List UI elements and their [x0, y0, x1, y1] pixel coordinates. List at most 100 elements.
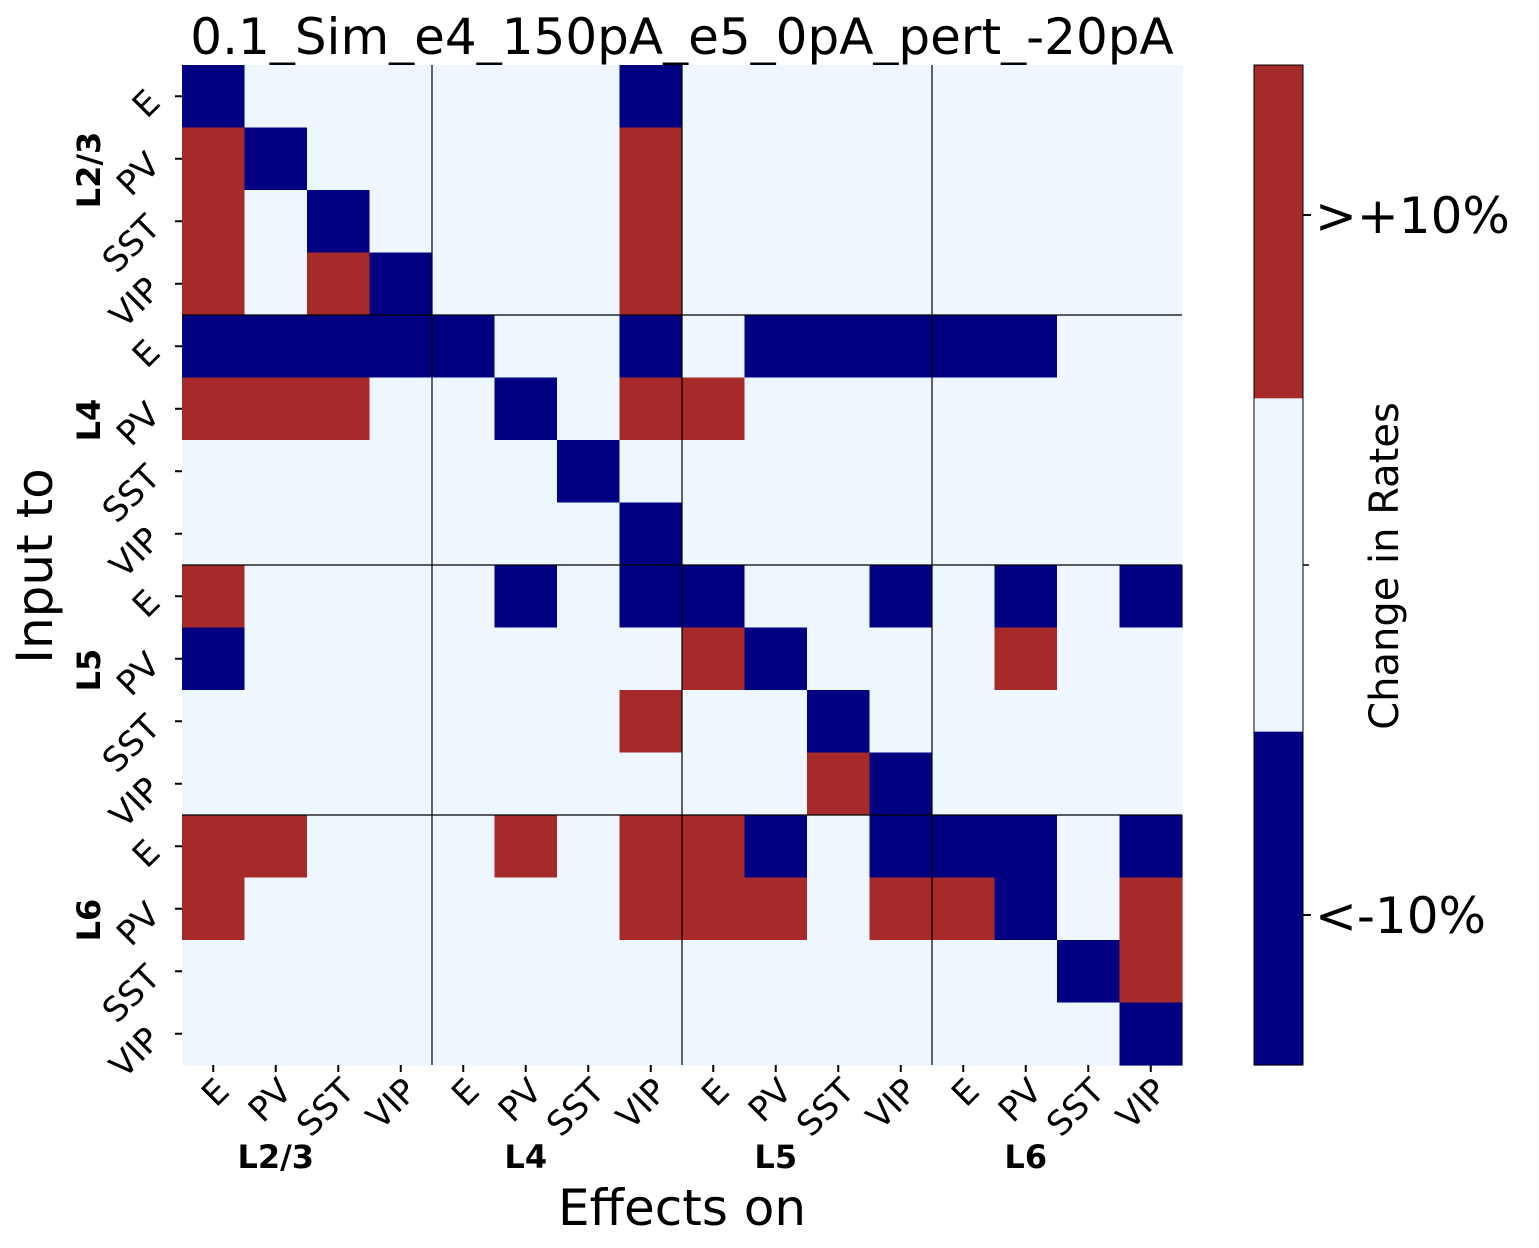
heatmap-cell: [182, 502, 246, 566]
heatmap-cell: [557, 752, 621, 816]
heatmap-cell: [1119, 877, 1183, 941]
heatmap-cell: [869, 252, 933, 316]
colorbar: <-10% >+10%: [1253, 64, 1510, 1066]
heatmap-cell: [744, 940, 808, 1004]
heatmap-cell: [994, 690, 1058, 754]
heatmap-cell: [244, 377, 308, 441]
heatmap-cell: [807, 190, 871, 254]
heatmap-cell: [932, 690, 996, 754]
heatmap-cell: [744, 690, 808, 754]
heatmap-cell: [432, 1002, 496, 1066]
heatmap-cell: [369, 127, 433, 191]
heatmap-cell: [494, 440, 558, 504]
heatmap-cell: [682, 127, 746, 191]
heatmap-cell: [994, 315, 1058, 379]
heatmap-cell: [994, 377, 1058, 441]
heatmap-cell: [494, 252, 558, 316]
heatmap-cell: [182, 65, 246, 129]
heatmap-cell: [807, 690, 871, 754]
heatmap-cell: [182, 377, 246, 441]
y-tick-label: PV: [109, 395, 168, 454]
y-layer-label: L4: [70, 399, 108, 442]
heatmap-cell: [619, 252, 683, 316]
heatmap-cell: [369, 940, 433, 1004]
heatmap-cell: [182, 190, 246, 254]
x-tick-label: VIP: [859, 1071, 925, 1137]
heatmap-cell: [869, 440, 933, 504]
heatmap-cell: [1057, 1002, 1121, 1066]
heatmap-cell: [682, 940, 746, 1004]
heatmap-cell: [494, 627, 558, 691]
heatmap-cell: [807, 377, 871, 441]
heatmap-cell: [494, 690, 558, 754]
heatmap-cell: [369, 627, 433, 691]
heatmap-cell: [307, 815, 371, 879]
heatmap-cell: [1119, 627, 1183, 691]
heatmap-cell: [807, 565, 871, 629]
heatmap-cell: [494, 190, 558, 254]
heatmap-cell: [1057, 815, 1121, 879]
heatmap-cell: [244, 565, 308, 629]
heatmap-cell: [1057, 65, 1121, 129]
heatmap-cell: [932, 877, 996, 941]
heatmap-cell: [1057, 252, 1121, 316]
y-axis-ticks: EPVSSTVIPEPVSSTVIPEPVSSTVIPEPVSSTVIPL2/3…: [70, 82, 182, 1086]
heatmap-cell: [369, 565, 433, 629]
heatmap-cell: [869, 690, 933, 754]
heatmap-cell: [994, 190, 1058, 254]
heatmap-cell: [369, 252, 433, 316]
heatmap-cell: [1119, 565, 1183, 629]
heatmap-cell: [557, 627, 621, 691]
y-tick-label: VIP: [102, 1020, 168, 1086]
heatmap-cell: [307, 502, 371, 566]
heatmap-cell: [182, 940, 246, 1004]
heatmap-cell: [619, 627, 683, 691]
heatmap-cell: [307, 690, 371, 754]
heatmap-cell: [994, 752, 1058, 816]
heatmap-cell: [244, 502, 308, 566]
heatmap-cell: [1119, 752, 1183, 816]
heatmap-cell: [1057, 190, 1121, 254]
heatmap-cell: [682, 1002, 746, 1066]
heatmap-cell: [307, 940, 371, 1004]
heatmap-cell: [869, 815, 933, 879]
heatmap-cell: [869, 940, 933, 1004]
heatmap-cell: [682, 502, 746, 566]
heatmap-cell: [182, 565, 246, 629]
heatmap-cell: [244, 752, 308, 816]
heatmap-cell: [557, 440, 621, 504]
heatmap-cell: [744, 252, 808, 316]
heatmap-cell: [869, 315, 933, 379]
heatmap-cell: [682, 65, 746, 129]
y-tick-label: SST: [95, 207, 169, 281]
heatmap-cell: [182, 752, 246, 816]
heatmap-cell: [494, 65, 558, 129]
heatmap-cell: [1119, 65, 1183, 129]
heatmap-cell: [432, 127, 496, 191]
heatmap-cell: [1119, 315, 1183, 379]
heatmap-cell: [932, 940, 996, 1004]
heatmap-cell: [682, 190, 746, 254]
heatmap-cell: [932, 502, 996, 566]
heatmap-cell: [557, 690, 621, 754]
heatmap-cell: [682, 690, 746, 754]
heatmap-cell: [557, 1002, 621, 1066]
layer-separators: [182, 65, 1182, 1065]
heatmap-cell: [869, 1002, 933, 1066]
heatmap-cell: [807, 315, 871, 379]
heatmap-cell: [369, 377, 433, 441]
heatmap-cell: [619, 315, 683, 379]
heatmap-cell: [369, 190, 433, 254]
heatmap-cell: [1119, 127, 1183, 191]
y-tick-label: SST: [95, 457, 169, 531]
colorbar-label: Change in Rates: [1362, 402, 1408, 730]
x-tick-label: E: [444, 1071, 487, 1114]
heatmap-cell: [244, 252, 308, 316]
heatmap-cell: [994, 440, 1058, 504]
heatmap-cell: [182, 690, 246, 754]
heatmap-cell: [244, 440, 308, 504]
heatmap-cell: [1119, 377, 1183, 441]
heatmap-cell: [494, 127, 558, 191]
heatmap-cell: [807, 940, 871, 1004]
